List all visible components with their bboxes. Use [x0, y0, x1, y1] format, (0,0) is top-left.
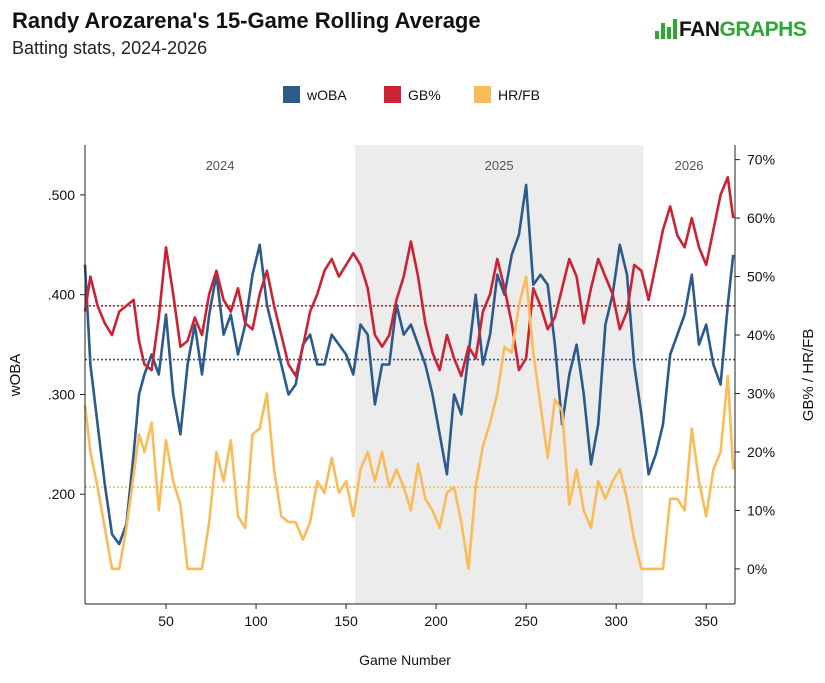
- y-tick-label-left: .400: [48, 287, 75, 303]
- legend-swatch-gb: [384, 86, 401, 103]
- y-tick-label-right: 0%: [747, 561, 767, 577]
- season-label-2024: 2024: [206, 158, 235, 173]
- x-tick-label: 200: [424, 613, 448, 629]
- logo-text-fan: FAN: [679, 18, 720, 41]
- season-label-2026: 2026: [675, 158, 704, 173]
- legend-swatch-hrfb: [474, 86, 491, 103]
- chart-title: Randy Arozarena's 15-Game Rolling Averag…: [12, 8, 481, 33]
- series-line-woba: [83, 183, 735, 546]
- x-tick-label: 50: [158, 613, 174, 629]
- series-line-gb: [83, 175, 735, 378]
- y-tick-label-right: 30%: [747, 386, 775, 402]
- x-tick-label: 150: [334, 613, 358, 629]
- y-axis-title-right: GB% / HR/FB: [800, 329, 817, 422]
- y-axis-title-left: wOBA: [7, 354, 24, 398]
- y-tick-label-left: .300: [48, 386, 75, 402]
- y-tick-label-left: .500: [48, 187, 75, 203]
- y-tick-label-right: 20%: [747, 444, 775, 460]
- bar-chart-icon: [655, 19, 677, 39]
- x-tick-label: 300: [604, 613, 628, 629]
- legend-label-gb: GB%: [408, 87, 441, 103]
- legend-label-hrfb: HR/FB: [498, 87, 540, 103]
- x-tick-label: 350: [695, 613, 719, 629]
- x-tick-label: 250: [514, 613, 538, 629]
- fangraphs-logo[interactable]: FANGRAPHS: [655, 18, 807, 42]
- logo-text-graphs: GRAPHS: [719, 18, 807, 41]
- y-tick-label-right: 50%: [747, 269, 775, 285]
- legend-swatch-woba: [283, 86, 300, 103]
- y-tick-label-right: 70%: [747, 152, 775, 168]
- y-tick-label-right: 60%: [747, 210, 775, 226]
- season-label-2025: 2025: [485, 158, 514, 173]
- y-tick-label-right: 10%: [747, 502, 775, 518]
- chart-subtitle: Batting stats, 2024-2026: [12, 38, 208, 58]
- series-line-hrfb: [83, 275, 735, 571]
- y-tick-label-left: .200: [48, 486, 75, 502]
- x-axis-title: Game Number: [359, 652, 451, 668]
- legend-label-woba: wOBA: [306, 87, 347, 103]
- y-tick-label-right: 40%: [747, 327, 775, 343]
- x-tick-label: 100: [244, 613, 268, 629]
